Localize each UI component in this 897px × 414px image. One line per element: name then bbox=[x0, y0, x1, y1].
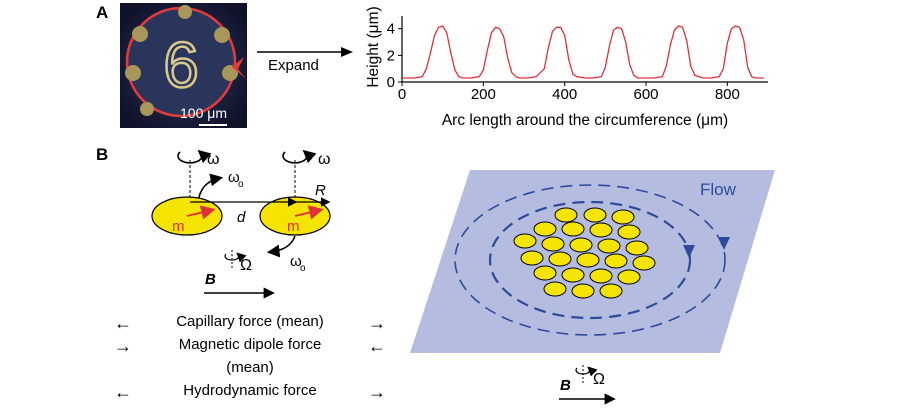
omega-right: ω bbox=[318, 151, 331, 168]
height-profile-line bbox=[402, 25, 764, 79]
y-tick-label: 0 bbox=[387, 74, 395, 91]
x-tick-label: 800 bbox=[715, 86, 740, 103]
force-legend: Capillary force (mean) ← → Magnetic dipole … bbox=[110, 313, 390, 405]
expand-arrow-icon bbox=[257, 47, 353, 57]
field-indicator-right: Ω B bbox=[559, 365, 616, 405]
disk-pair-diagram: ω ω ω o d R m m ω o Ω B bbox=[151, 149, 331, 299]
legend-arrow-right-icon: → bbox=[368, 382, 386, 402]
flow-arrow-icon bbox=[683, 245, 695, 258]
legend-row: Capillary force (mean) ← → bbox=[110, 313, 390, 336]
x-tick-label: 0 bbox=[398, 86, 406, 103]
legend-arrow-right-icon: ← bbox=[368, 336, 386, 356]
panel-a-label: A bbox=[96, 3, 109, 22]
orbit-arrow-icon bbox=[266, 235, 296, 258]
distance-label: d bbox=[237, 209, 246, 226]
flow-inner-loop bbox=[488, 200, 692, 320]
flow-label: Flow bbox=[700, 180, 737, 199]
field-rotation-icon bbox=[224, 252, 247, 263]
legend-arrow-left-icon: ← bbox=[114, 313, 132, 333]
omega-o-bottom: ω bbox=[290, 253, 302, 270]
moment-arrow-right bbox=[294, 205, 324, 220]
particle-cluster bbox=[513, 207, 656, 299]
panel-b-label: B bbox=[96, 145, 109, 164]
x-axis-label: Arc length around the circumference (μm) bbox=[442, 112, 728, 129]
y-tick-label: 4 bbox=[387, 21, 395, 38]
moment-label-right: m bbox=[287, 218, 300, 235]
micrograph-drawing: 6 bbox=[120, 3, 247, 128]
micrograph-image: 6 100 μm bbox=[120, 3, 247, 128]
field-b-label-right: B bbox=[560, 377, 571, 394]
legend-arrow-left-icon: → bbox=[114, 336, 132, 356]
rotation-arrow-icon bbox=[177, 149, 212, 164]
omega-o-top: ω bbox=[228, 169, 240, 186]
x-tick-label: 600 bbox=[633, 86, 658, 103]
omega-o-bottom-sub: o bbox=[300, 263, 306, 274]
rotation-arrow-icon bbox=[282, 149, 317, 164]
radius-label: R bbox=[315, 182, 326, 199]
legend-row: Hydrodynamic force ← → bbox=[110, 382, 390, 405]
moment-label-left: m bbox=[172, 218, 185, 235]
moment-arrow-left bbox=[186, 205, 216, 220]
y-axis-label: Height (μm) bbox=[365, 6, 382, 87]
height-profile-chart: 0 200 400 600 800 0 2 4 Arc length around the c… bbox=[365, 6, 768, 129]
legend-row: (mean) bbox=[110, 359, 390, 382]
expand-label: Expand bbox=[268, 57, 319, 74]
legend-text: Capillary force (mean) bbox=[176, 313, 324, 330]
legend-text: Magnetic dipole force bbox=[178, 336, 322, 353]
x-tick-label: 400 bbox=[552, 86, 577, 103]
pillar-dots bbox=[125, 5, 238, 116]
flow-arrow-icon bbox=[718, 237, 730, 250]
x-tick-label: 200 bbox=[471, 86, 496, 103]
flow-outer-loop bbox=[454, 184, 726, 336]
swarm-plane-diagram: Flow bbox=[410, 170, 775, 353]
legend-arrow-left-icon: ← bbox=[114, 382, 132, 402]
omega-left: ω bbox=[207, 151, 220, 168]
omega-o-top-sub: o bbox=[238, 179, 244, 190]
y-tick-label: 2 bbox=[387, 47, 395, 64]
field-b-label: B bbox=[205, 271, 216, 288]
omega-field-label-right: Ω bbox=[593, 371, 605, 388]
legend-arrow-right-icon: → bbox=[368, 313, 386, 333]
omega-field-label: Ω bbox=[240, 257, 252, 274]
red-marker-icon bbox=[232, 57, 246, 79]
legend-row: Magnetic dipole force → ← bbox=[110, 336, 390, 359]
legend-text: Hydrodynamic force bbox=[183, 382, 317, 399]
legend-text: (mean) bbox=[226, 359, 274, 376]
scale-bar-label: 100 μm bbox=[180, 105, 227, 121]
micrograph-digit: 6 bbox=[163, 29, 199, 101]
